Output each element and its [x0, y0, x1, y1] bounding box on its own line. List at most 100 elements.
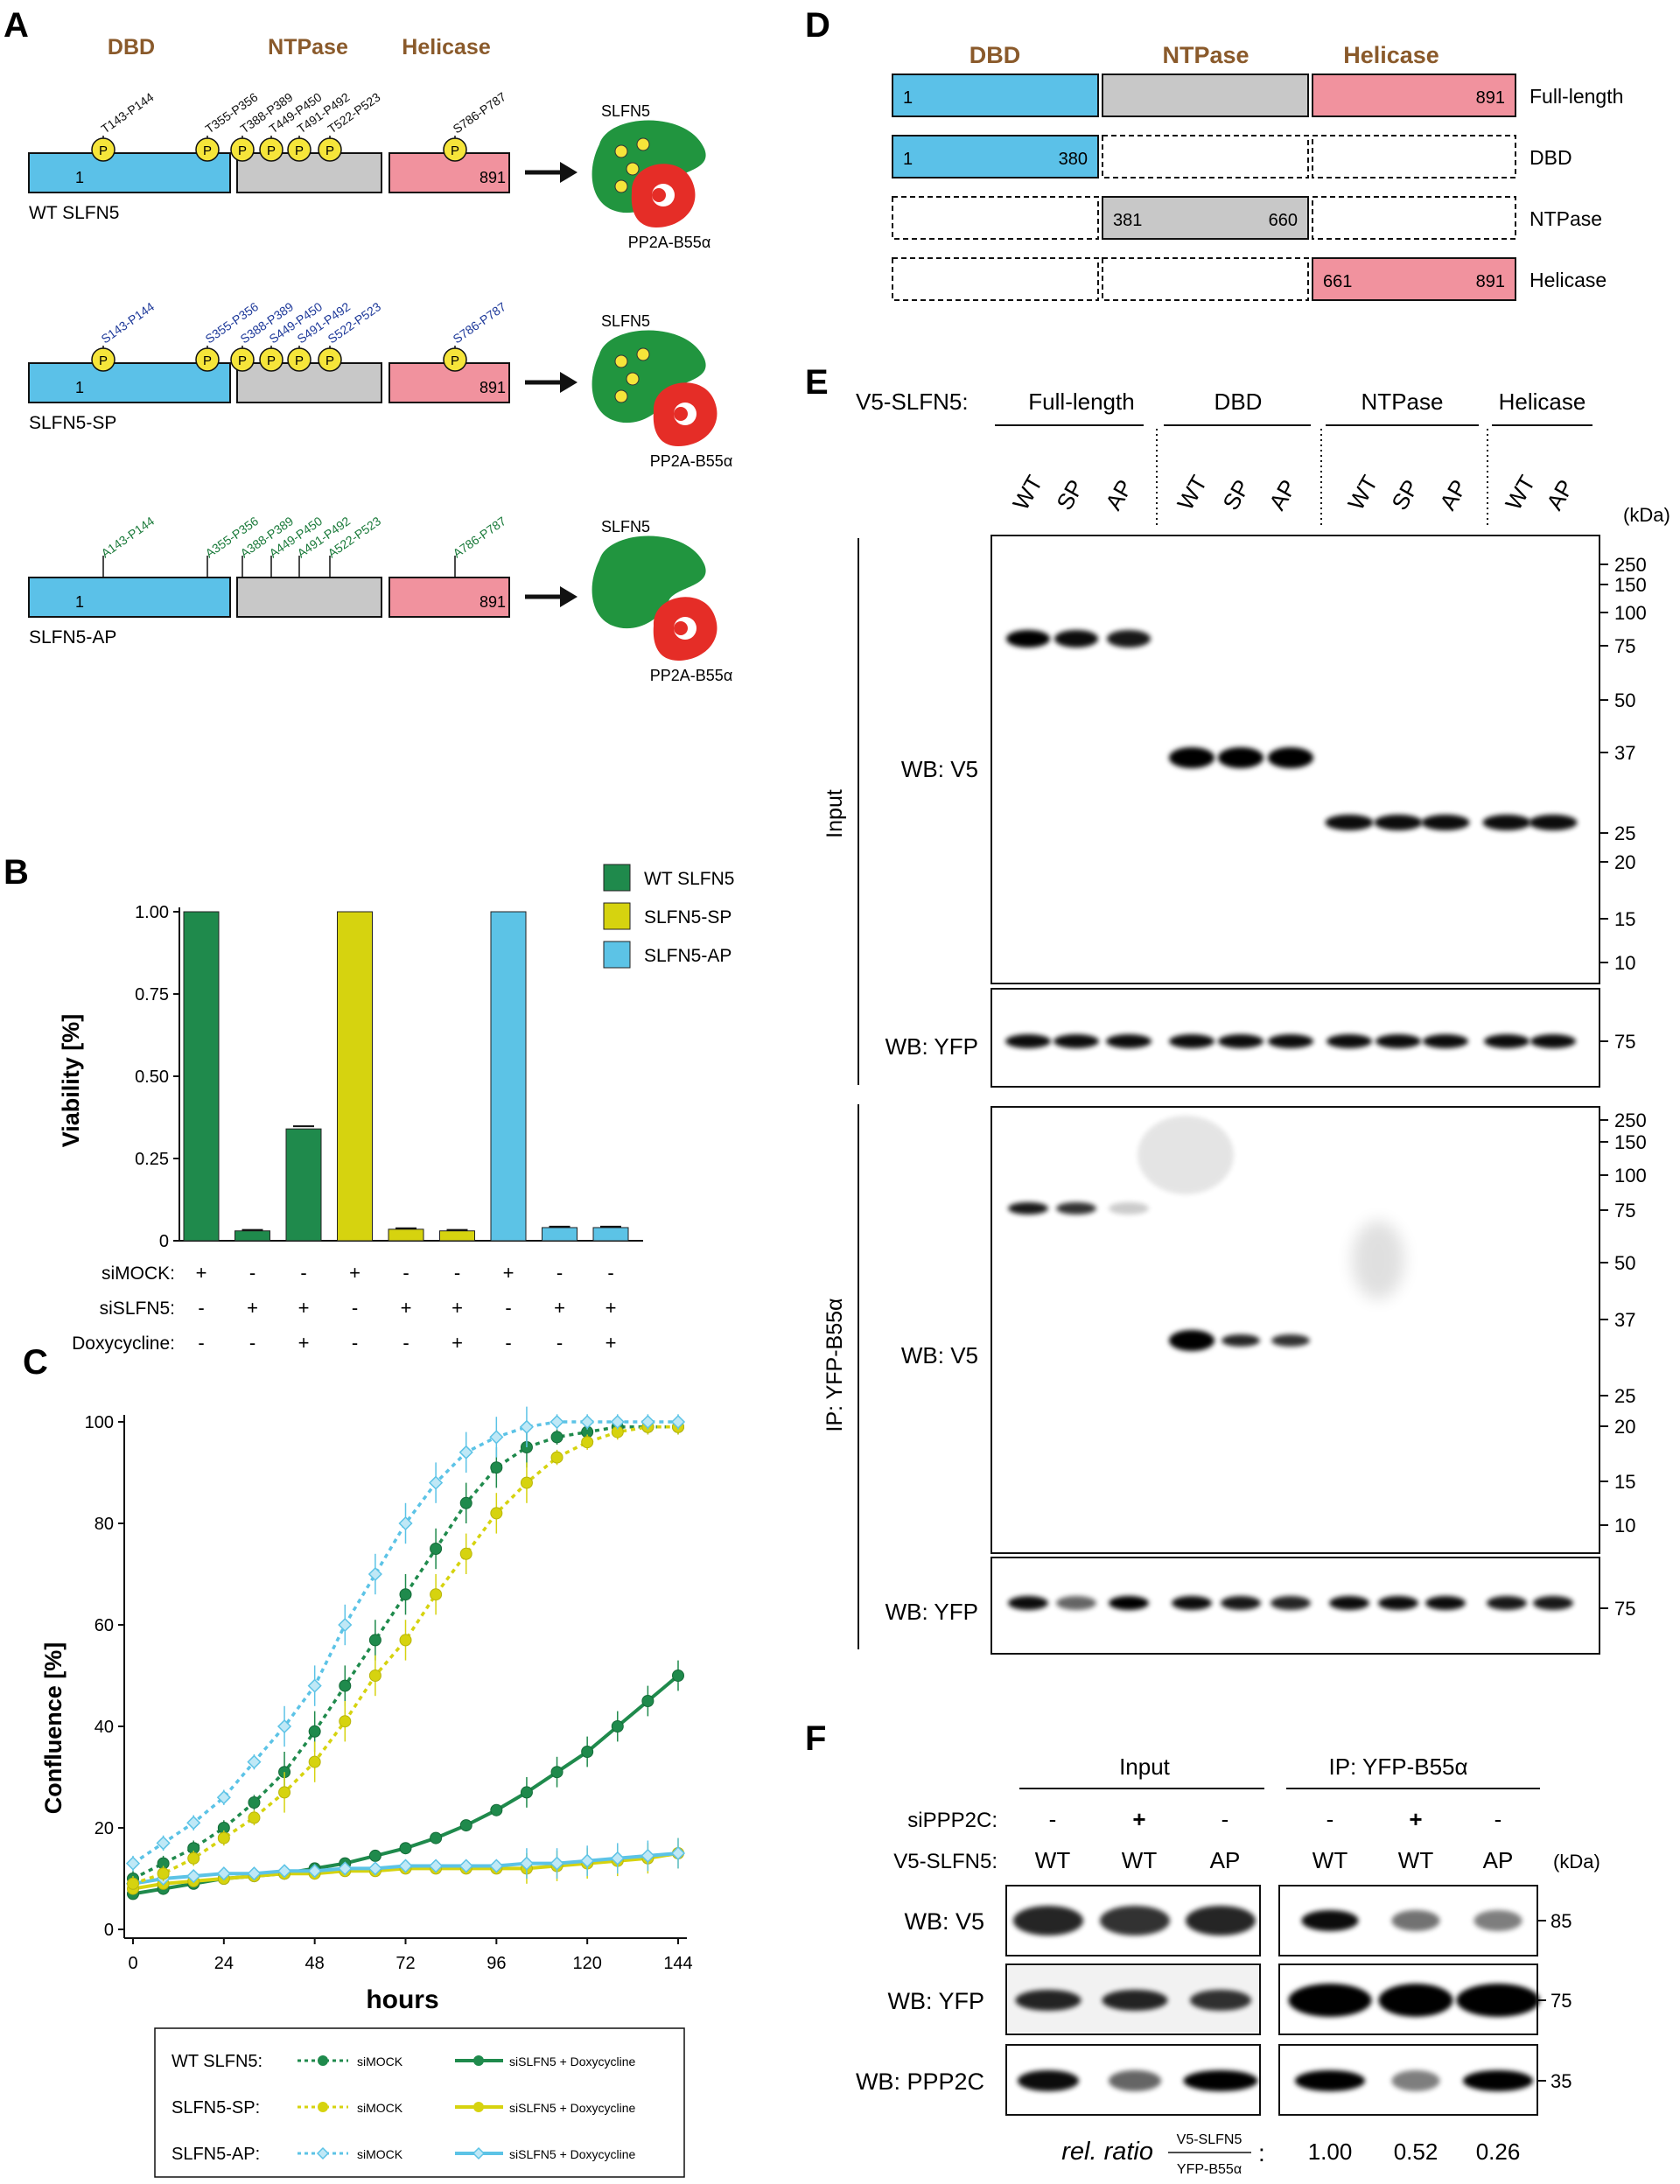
marker-label: 100	[1614, 1165, 1647, 1186]
y-tick-label: 20	[94, 1819, 114, 1838]
blot-band	[1326, 1034, 1372, 1048]
data-point	[489, 1858, 504, 1873]
marker-label: 37	[1614, 1309, 1635, 1331]
blot-band	[1056, 1202, 1096, 1214]
lane-label: SP	[1051, 475, 1088, 514]
legend-solid-label: siSLFN5 + Doxycycline	[509, 2101, 636, 2115]
data-point	[580, 1853, 595, 1868]
data-point	[640, 1848, 655, 1863]
condition-sign: +	[298, 1297, 310, 1319]
data-point	[610, 1414, 625, 1430]
bound-phospho-icon	[614, 144, 628, 158]
blot-band	[1425, 1596, 1466, 1610]
slfn5-protein-icon	[592, 536, 706, 629]
phospho-site-icon	[230, 137, 255, 162]
legend-marker	[316, 2146, 330, 2160]
blot-label: WB: V5	[904, 1908, 984, 1935]
domain-box	[1102, 196, 1309, 240]
blot-band	[1271, 1334, 1310, 1347]
condition-sign: -	[556, 1262, 563, 1284]
blot-frame	[990, 1106, 1600, 1554]
blot-band	[1463, 2070, 1533, 2091]
y-tick-label: 0	[104, 1921, 114, 1940]
legend-solid-label: siSLFN5 + Doxycycline	[509, 2147, 636, 2161]
blot-band	[1221, 1596, 1261, 1610]
confluence-y-label: Confluence [%]	[40, 1642, 66, 1815]
blot-band	[1186, 1906, 1256, 1936]
y-tick-label: 0.50	[135, 1068, 169, 1087]
condition-label: siSLFN5:	[100, 1298, 175, 1319]
y-tick-label: 0.25	[135, 1150, 169, 1169]
pp2a-label: PP2A-B55α	[628, 234, 710, 251]
marker-label: 10	[1614, 1515, 1635, 1536]
blot-band	[1015, 1990, 1082, 2011]
phospho-label: P	[238, 144, 247, 158]
x-tick-label: 24	[214, 1954, 234, 1973]
x-tick-label: 48	[305, 1954, 325, 1973]
f-western-blots: WB: V5 85 WB: YFP 75 WB: PPP2C 35	[856, 1885, 1572, 2116]
legend-marker	[318, 2055, 328, 2066]
viability-legend: WT SLFN5 SLFN5-SP SLFN5-AP	[603, 864, 734, 969]
phospho-label: P	[267, 144, 276, 158]
marker-label: 250	[1614, 554, 1647, 576]
blot-band	[1109, 1202, 1149, 1214]
condition-sign: -	[607, 1262, 613, 1284]
lane-label: WT	[1500, 471, 1540, 514]
end-residue: 891	[480, 379, 506, 396]
condition-sign: +	[503, 1262, 514, 1284]
marker-label: 75	[1550, 1990, 1572, 2012]
dbd-box	[28, 152, 231, 193]
bound-phospho-icon	[636, 347, 650, 361]
legend-dashed-label: siMOCK	[357, 2101, 403, 2115]
blot-band	[1268, 1034, 1313, 1048]
viability-y-label: Viability [%]	[58, 1014, 84, 1148]
blot-label: WB: V5	[901, 1342, 978, 1368]
phospho-site-icon	[91, 137, 116, 162]
blot-label: WB: YFP	[887, 1988, 984, 2014]
bound-phospho-icon	[614, 354, 628, 368]
domain-box	[892, 257, 1099, 301]
residue-start: 1	[903, 150, 913, 169]
ntpase-box	[236, 152, 382, 193]
pp2a-core	[674, 407, 688, 421]
data-point	[429, 1858, 444, 1873]
blot-band	[1109, 2070, 1161, 2091]
legend-swatch	[603, 941, 631, 969]
condition-sign: -	[352, 1332, 358, 1354]
legend-swatch	[603, 902, 631, 930]
condition-table: siMOCK: + - - + - - + - - siSLFN5: - + + - + + - + + Doxycyc…	[72, 1262, 616, 1354]
construct-name: WT SLFN5	[29, 203, 119, 223]
lane-label: AP	[1541, 475, 1578, 514]
viability-bar	[542, 1227, 578, 1242]
phospho-site-icon	[230, 347, 255, 372]
phospho-label: P	[295, 144, 304, 158]
residue-end: 891	[1476, 88, 1505, 108]
pp2a-core	[652, 188, 666, 202]
lane-label: WT	[1342, 471, 1382, 514]
blot-band	[1421, 815, 1470, 830]
legend-marker	[473, 2102, 484, 2112]
ratio-value: 0.26	[1476, 2138, 1521, 2165]
site-label: A786-P787	[451, 514, 509, 560]
data-point	[398, 1516, 413, 1531]
data-point	[278, 1786, 291, 1799]
panel-label-a: A	[4, 6, 29, 45]
phospho-site-icon	[259, 137, 284, 162]
data-point	[520, 1476, 533, 1489]
site-label: A143-P144	[99, 514, 158, 560]
blot-band	[1295, 2070, 1365, 2091]
condition-sign: -	[505, 1297, 511, 1319]
data-point	[125, 1856, 141, 1871]
lane-label: AP	[1210, 1847, 1241, 1873]
data-point	[368, 1670, 382, 1682]
data-point	[670, 1414, 686, 1430]
dbd-box	[28, 577, 231, 618]
marker-label: 75	[1614, 635, 1635, 657]
y-tick-label: 80	[94, 1515, 114, 1534]
data-point	[581, 1436, 594, 1449]
construct-label: Full-length	[1530, 85, 1623, 108]
panel-a: DBD NTPase Helicase 1 891 WT SLFN5 P T143-P1…	[28, 35, 732, 684]
blot-band	[1107, 630, 1151, 648]
sippp2c-sign: -	[1326, 1806, 1334, 1832]
